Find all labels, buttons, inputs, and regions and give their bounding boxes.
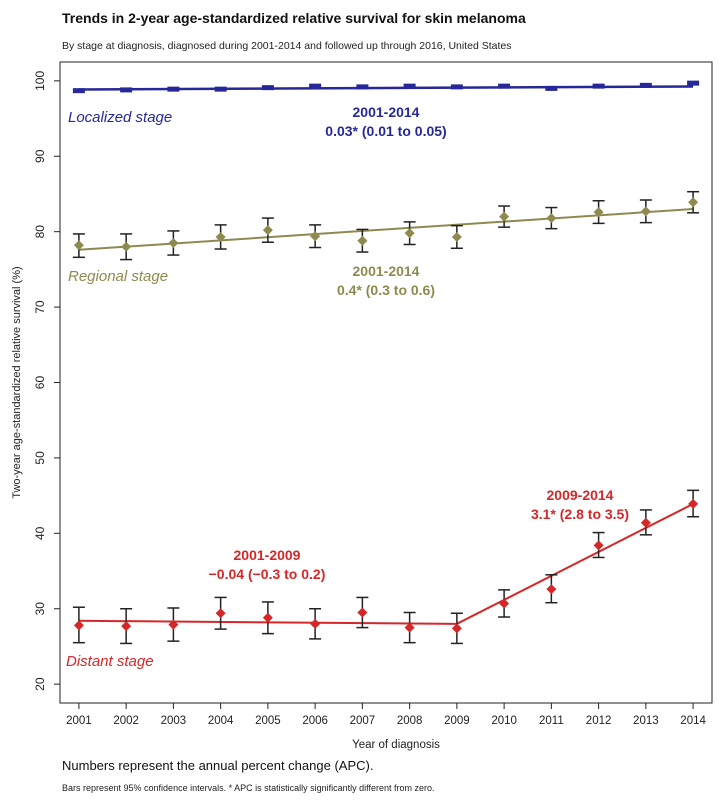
data-point	[499, 598, 510, 609]
apc-period: 2001-2014	[353, 263, 420, 279]
data-point	[688, 197, 699, 208]
x-tick-label: 2004	[208, 715, 234, 727]
x-tick-label: 2001	[66, 715, 92, 727]
data-point	[168, 619, 179, 630]
data-point	[403, 83, 416, 89]
data-point	[688, 498, 699, 509]
data-point	[215, 608, 226, 619]
data-point	[451, 231, 462, 242]
y-tick-label: 30	[33, 602, 47, 616]
data-point	[450, 84, 463, 90]
trend-line	[78, 85, 694, 91]
data-point	[404, 622, 415, 633]
data-point	[546, 584, 557, 595]
series-label: Regional stage	[68, 268, 168, 285]
chart-subtitle: By stage at diagnosis, diagnosed during …	[62, 40, 512, 52]
apc-period: 2001-2014	[353, 104, 420, 120]
x-tick-label: 2012	[586, 715, 612, 727]
data-point	[167, 86, 180, 92]
x-axis-title: Year of diagnosis	[352, 739, 440, 751]
data-point	[310, 231, 321, 242]
data-point	[262, 225, 273, 236]
y-tick-label: 20	[33, 677, 47, 691]
x-tick-label: 2006	[302, 715, 328, 727]
data-point	[73, 240, 84, 251]
data-point	[498, 83, 511, 89]
y-tick-label: 50	[33, 451, 47, 465]
data-point	[639, 82, 652, 88]
data-point	[357, 235, 368, 246]
y-tick-label: 80	[33, 225, 47, 239]
apc-value: 0.4* (0.3 to 0.6)	[337, 282, 435, 298]
y-axis-title: Two-year age-standardized relative survi…	[11, 266, 23, 498]
x-tick-label: 2005	[255, 715, 281, 727]
data-point	[261, 85, 274, 91]
plot-frame	[59, 61, 713, 704]
data-point	[120, 87, 133, 93]
data-point	[687, 80, 700, 86]
x-tick-label: 2003	[161, 715, 187, 727]
x-tick-label: 2008	[397, 715, 423, 727]
data-point	[310, 618, 321, 629]
data-point	[593, 207, 604, 218]
series-label: Distant stage	[66, 653, 154, 670]
y-tick-label: 40	[33, 526, 47, 540]
ci-note: Bars represent 95% confidence intervals.…	[62, 783, 435, 793]
data-point	[499, 211, 510, 222]
data-point	[592, 83, 605, 89]
data-point	[593, 540, 604, 551]
data-point	[451, 623, 462, 634]
series-label: Localized stage	[68, 109, 172, 126]
data-point	[357, 607, 368, 618]
x-tick-label: 2011	[539, 715, 564, 727]
y-tick-label: 90	[33, 149, 47, 163]
data-point	[121, 621, 132, 632]
y-tick-label: 60	[33, 376, 47, 390]
data-point	[546, 213, 557, 224]
y-tick-label: 100	[33, 71, 47, 91]
x-tick-label: 2009	[444, 715, 470, 727]
trend-line	[78, 208, 694, 251]
data-point	[262, 612, 273, 623]
x-tick-label: 2010	[491, 715, 517, 727]
apc-value: 3.1* (2.8 to 3.5)	[531, 506, 629, 522]
data-point	[168, 237, 179, 248]
x-tick-label: 2014	[680, 715, 706, 727]
apc-value: −0.04 (−0.3 to 0.2)	[209, 566, 326, 582]
apc-period: 2001-2009	[234, 547, 301, 563]
x-tick-label: 2007	[350, 715, 376, 727]
data-point	[72, 88, 85, 94]
data-point	[73, 620, 84, 631]
x-tick-label: 2013	[633, 715, 659, 727]
data-point	[640, 206, 651, 217]
apc-note: Numbers represent the annual percent cha…	[62, 758, 374, 773]
data-point	[640, 517, 651, 528]
data-point	[356, 84, 369, 90]
data-point	[214, 86, 227, 92]
data-point	[309, 83, 322, 89]
y-tick-label: 70	[33, 300, 47, 314]
data-point	[545, 85, 558, 91]
chart-title: Trends in 2-year age-standardized relati…	[62, 10, 526, 26]
apc-period: 2009-2014	[547, 487, 614, 503]
x-tick-label: 2002	[113, 715, 139, 727]
data-point	[404, 228, 415, 239]
data-point	[121, 241, 132, 252]
apc-value: 0.03* (0.01 to 0.05)	[325, 123, 446, 139]
data-point	[215, 231, 226, 242]
